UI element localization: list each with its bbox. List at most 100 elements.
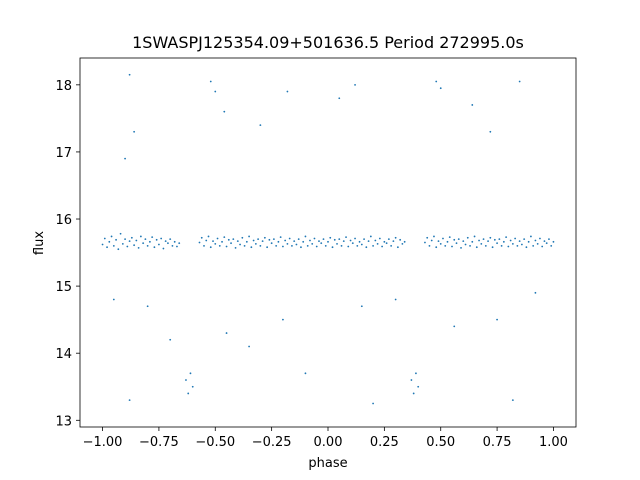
x-tick-label: 1.00 [539, 435, 568, 450]
data-point [284, 239, 287, 242]
data-point [115, 238, 117, 241]
data-point [464, 243, 467, 246]
data-point [424, 241, 426, 244]
data-point [516, 244, 519, 247]
data-point [487, 240, 489, 243]
data-point [493, 238, 496, 241]
data-point [291, 244, 293, 247]
data-point [207, 235, 210, 238]
data-point [460, 246, 462, 249]
data-point [417, 385, 420, 388]
data-point [338, 97, 341, 100]
data-point [552, 240, 555, 243]
data-point [530, 235, 532, 238]
data-point [500, 244, 503, 247]
data-point [489, 130, 492, 133]
data-point [309, 239, 311, 242]
data-point [444, 244, 447, 247]
data-point [241, 236, 244, 239]
x-tick-label: −0.50 [195, 435, 235, 450]
data-point [536, 242, 539, 245]
data-point [342, 240, 345, 243]
data-point [295, 243, 298, 246]
data-point [518, 240, 521, 243]
data-point [381, 245, 384, 248]
data-point [185, 379, 187, 381]
data-point [259, 244, 262, 247]
data-point [223, 236, 226, 239]
data-point [354, 83, 356, 86]
data-point [496, 242, 498, 245]
data-point [507, 245, 510, 248]
x-axis-label: phase [308, 456, 347, 471]
data-point [248, 235, 250, 238]
data-point [322, 238, 325, 241]
data-point [101, 243, 104, 246]
data-point [117, 248, 120, 251]
data-point [121, 242, 124, 245]
data-point [304, 372, 307, 375]
data-point [324, 244, 327, 247]
data-point [534, 291, 537, 294]
data-point [198, 241, 201, 244]
y-tick-label: 15 [55, 280, 72, 295]
data-point [385, 242, 388, 245]
data-point [383, 240, 386, 243]
data-point [119, 232, 122, 235]
data-point [223, 110, 226, 113]
data-point [387, 238, 390, 241]
data-point [189, 372, 192, 375]
data-point [153, 246, 156, 249]
data-point [164, 240, 167, 243]
data-point [360, 243, 363, 246]
data-point [169, 238, 172, 241]
data-point [279, 236, 282, 239]
data-point [302, 240, 305, 243]
data-point [151, 236, 154, 239]
data-point [148, 240, 151, 243]
data-point [428, 244, 431, 247]
data-point [502, 240, 505, 243]
data-point [268, 238, 271, 241]
data-point [293, 240, 296, 243]
data-point [439, 87, 442, 90]
data-point [498, 238, 501, 241]
data-point [315, 245, 318, 248]
data-point [103, 237, 106, 240]
data-point [169, 338, 172, 341]
y-tick-label: 18 [55, 79, 72, 94]
data-point [345, 236, 347, 239]
data-point [245, 240, 248, 243]
data-point [471, 240, 474, 243]
data-point [261, 240, 264, 243]
data-point [203, 244, 205, 247]
y-tick-label: 17 [55, 146, 72, 161]
data-point [160, 237, 163, 240]
data-point [218, 244, 221, 247]
data-point [313, 237, 316, 240]
data-point [173, 240, 176, 243]
data-point [320, 242, 323, 245]
data-point [112, 244, 115, 247]
data-point [259, 124, 262, 126]
data-point [347, 245, 350, 248]
data-points [101, 73, 555, 405]
data-point [171, 244, 174, 247]
data-point [374, 239, 377, 242]
data-point [178, 242, 181, 245]
data-point [146, 305, 149, 308]
data-point [446, 240, 449, 243]
data-point [155, 238, 158, 241]
data-point [505, 236, 508, 239]
data-point [455, 242, 458, 245]
data-point [135, 239, 138, 242]
data-point [396, 246, 399, 249]
data-point [496, 318, 498, 321]
data-point [480, 242, 483, 245]
data-point [306, 244, 309, 247]
data-point [358, 240, 361, 243]
data-point [126, 245, 129, 248]
data-point [378, 237, 381, 240]
data-point [372, 244, 374, 247]
data-point [176, 245, 178, 248]
